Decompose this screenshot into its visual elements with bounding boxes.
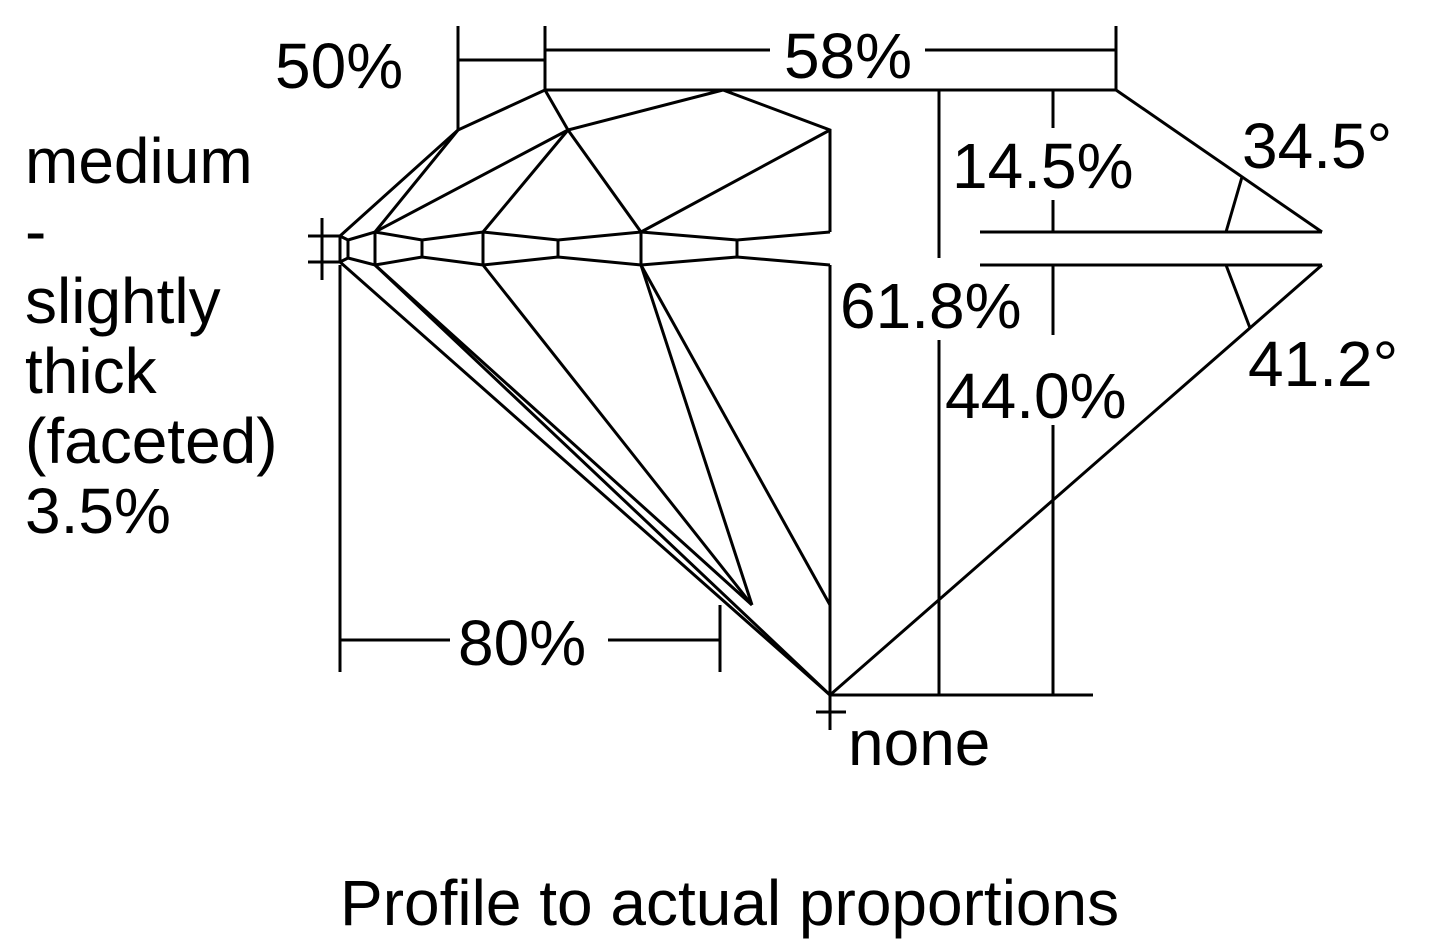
crown-angle-label: 34.5°: [1242, 110, 1392, 182]
girdle-label-line: slightly: [25, 265, 221, 337]
dimension-lines: [338, 26, 1323, 697]
culet-marker: [816, 695, 846, 730]
girdle-label-line: -: [25, 195, 46, 267]
girdle-label-line: (faceted): [25, 405, 278, 477]
lower-half-label: 80%: [458, 607, 586, 679]
crown-facets: [338, 88, 832, 238]
star-length-label: 50%: [275, 30, 403, 102]
girdle-label-line: medium: [25, 125, 253, 197]
table-percent-label: 58%: [784, 20, 912, 92]
girdle-label: medium - slightly thick (faceted) 3.5%: [25, 125, 278, 547]
culet-label: none: [848, 707, 990, 779]
pavilion-angle-label: 41.2°: [1248, 328, 1398, 400]
crown-height-label: 14.5%: [952, 130, 1133, 202]
girdle-label-line: 3.5%: [25, 475, 171, 547]
girdle: [338, 230, 831, 267]
girdle-label-line: thick: [25, 335, 158, 407]
pavilion-facets: [339, 260, 832, 697]
girdle-marker: [308, 218, 340, 280]
caption: Profile to actual proportions: [340, 867, 1119, 939]
pavilion-depth-label: 44.0%: [945, 360, 1126, 432]
total-depth-label: 61.8%: [840, 270, 1021, 342]
